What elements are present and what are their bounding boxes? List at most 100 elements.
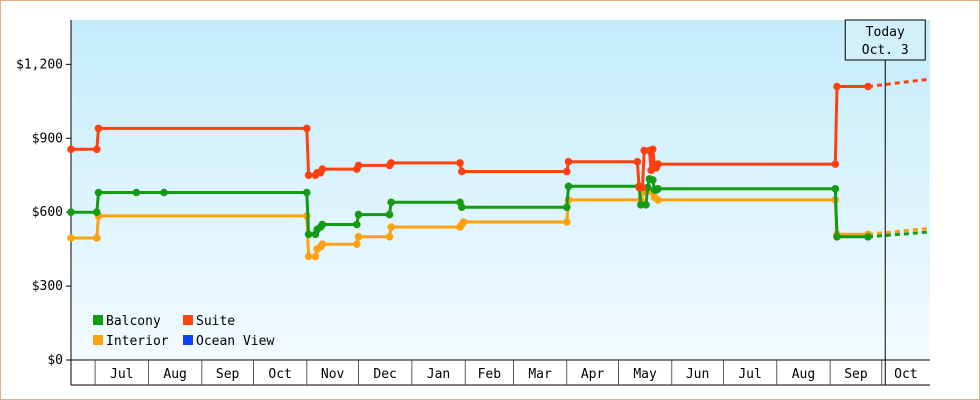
- y-tick-label: $0: [47, 353, 63, 368]
- data-point-suite: [67, 145, 75, 154]
- x-tick-label: Apr: [581, 367, 605, 382]
- data-point-balcony: [387, 198, 396, 207]
- data-point-balcony: [831, 185, 840, 193]
- legend-label: Suite: [196, 314, 235, 329]
- data-point-suite: [649, 145, 657, 154]
- x-tick-label: Sep: [216, 367, 240, 382]
- legend-label: Interior: [106, 334, 169, 349]
- legend-swatch: [93, 335, 103, 345]
- x-tick-label: Oct: [268, 367, 291, 382]
- x-tick-label: Jul: [738, 367, 761, 382]
- y-tick-label: $600: [32, 205, 63, 220]
- data-point-suite: [654, 160, 662, 168]
- data-point-interior: [654, 196, 662, 204]
- series-layer: [67, 77, 931, 261]
- legend-item-balcony: Balcony: [93, 314, 161, 329]
- x-tick-label: May: [633, 367, 657, 382]
- data-point-balcony: [642, 201, 650, 209]
- data-point-balcony: [458, 203, 466, 211]
- data-point-suite: [638, 183, 647, 192]
- today-box: [844, 19, 926, 61]
- x-tick-label: Jun: [686, 367, 709, 382]
- data-point-suite: [318, 165, 327, 173]
- x-tick-label: Feb: [478, 367, 502, 382]
- series-suite: [67, 77, 931, 192]
- data-point-balcony: [94, 188, 103, 197]
- y-axis: $0 $300 $600 $900 $1,200: [16, 20, 72, 385]
- data-point-suite: [354, 161, 363, 170]
- legend-item-ocean-view: Ocean View: [183, 334, 274, 349]
- data-point-interior: [459, 218, 468, 226]
- data-point-balcony: [353, 220, 361, 229]
- data-point-balcony: [563, 203, 571, 211]
- x-axis: Jul Aug Sep Oct Nov Dec Jan Feb Mar Apr May Jun Jul A…: [71, 359, 930, 386]
- legend-swatch: [183, 315, 193, 325]
- today-label: Today: [866, 25, 905, 40]
- x-tick-label: Jul: [110, 367, 133, 382]
- today-marker: Today Oct. 3: [844, 19, 926, 385]
- data-point-interior: [304, 252, 313, 261]
- data-point-interior: [354, 233, 363, 241]
- data-point-balcony: [354, 210, 363, 219]
- data-point-balcony: [833, 233, 841, 241]
- data-point-balcony: [318, 220, 327, 229]
- legend-item-suite: Suite: [183, 314, 235, 329]
- y-tick-label: $900: [32, 131, 63, 146]
- legend: Balcony Suite Interior Ocean View: [93, 314, 274, 349]
- legend-swatch: [93, 315, 103, 325]
- data-point-balcony: [564, 182, 573, 191]
- projection-line-balcony: [867, 230, 931, 239]
- data-point-suite: [93, 145, 101, 154]
- data-point-interior: [563, 218, 571, 226]
- data-point-balcony: [132, 188, 141, 197]
- data-point-interior: [311, 252, 320, 261]
- data-point-interior: [93, 234, 101, 242]
- data-point-balcony: [67, 208, 75, 216]
- legend-item-interior: Interior: [93, 334, 169, 349]
- data-point-balcony: [649, 176, 657, 184]
- x-tick-label: Dec: [373, 367, 396, 382]
- y-tick-label: $300: [32, 279, 63, 294]
- data-point-suite: [458, 167, 466, 176]
- data-point-suite: [456, 159, 464, 167]
- x-tick-label: Aug: [792, 367, 815, 382]
- data-point-suite: [564, 157, 573, 166]
- data-point-interior: [387, 223, 396, 231]
- legend-label: Ocean View: [196, 334, 274, 349]
- data-point-suite: [833, 82, 841, 91]
- x-tick-label: Oct: [894, 367, 917, 382]
- x-tick-label: Nov: [321, 367, 345, 382]
- projection-line-suite: [867, 77, 931, 88]
- data-point-balcony: [160, 188, 168, 197]
- data-point-balcony: [304, 230, 313, 239]
- data-point-balcony: [385, 210, 394, 219]
- data-point-suite: [633, 157, 642, 166]
- data-point-interior: [385, 233, 394, 241]
- data-point-interior: [318, 240, 327, 248]
- projection-line-interior: [867, 226, 931, 236]
- x-tick-label: Jan: [427, 367, 450, 382]
- x-tick-label: Sep: [844, 367, 868, 382]
- legend-swatch: [183, 335, 193, 345]
- data-point-balcony: [303, 188, 311, 197]
- data-point-suite: [831, 160, 840, 168]
- x-tick-label: Aug: [163, 367, 186, 382]
- data-point-suite: [387, 159, 396, 167]
- series-balcony: [67, 175, 931, 241]
- data-point-interior: [67, 234, 75, 242]
- data-point-suite: [304, 171, 313, 179]
- data-point-balcony: [637, 201, 645, 209]
- data-point-balcony: [93, 208, 101, 216]
- data-point-suite: [640, 146, 648, 155]
- data-point-interior: [353, 240, 361, 248]
- today-date: Oct. 3: [862, 43, 909, 58]
- data-point-balcony: [643, 183, 652, 192]
- x-tick-label: Mar: [528, 367, 552, 382]
- legend-label: Balcony: [106, 314, 161, 329]
- data-point-suite: [94, 124, 103, 133]
- y-tick-label: $1,200: [16, 57, 63, 72]
- data-point-suite: [303, 124, 311, 133]
- data-point-suite: [563, 167, 571, 176]
- data-point-balcony: [654, 185, 662, 193]
